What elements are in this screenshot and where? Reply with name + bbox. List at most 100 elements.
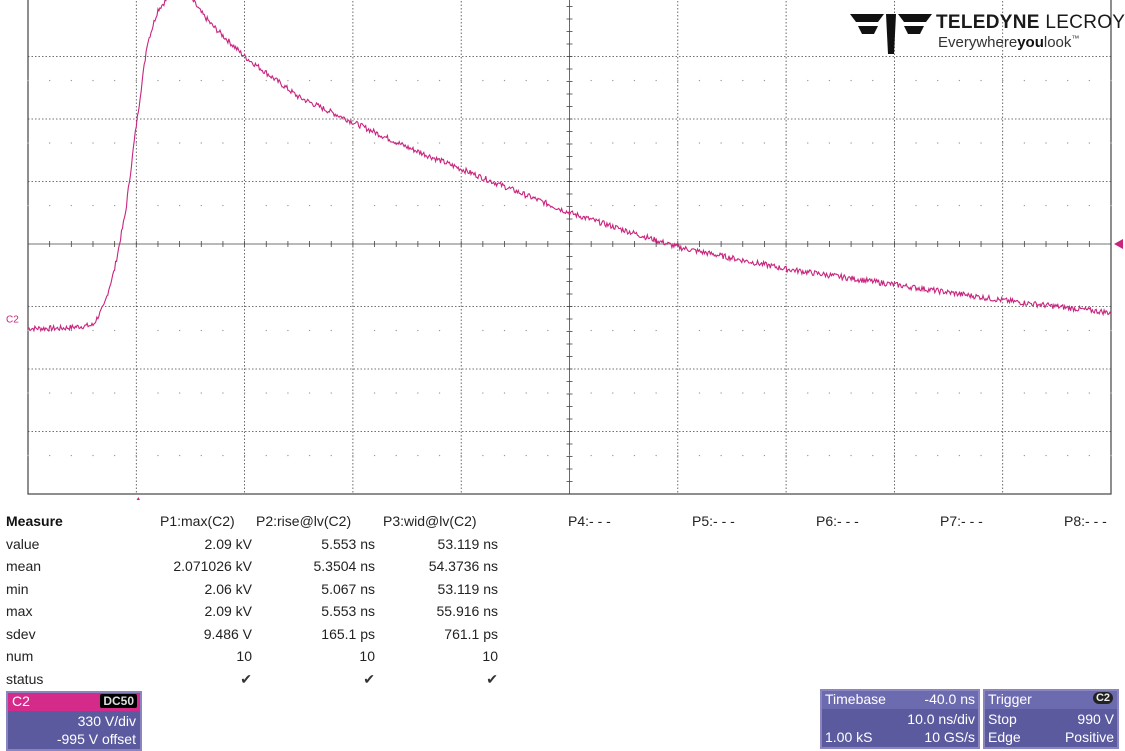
graticule-dot [850,392,852,394]
channel-name: C2 [12,693,30,709]
channel-c2-descriptor[interactable]: C2 DC50 330 V/div -995 V offset [6,691,142,751]
graticule-dot [352,204,354,207]
graticule-dot [1045,329,1047,332]
graticule-dot [698,329,701,332]
graticule-dot [395,204,397,207]
measure-param-p2[interactable]: P2:rise@lv(C2) [256,513,352,529]
graticule-dot [482,392,484,394]
graticule-dot [352,392,354,394]
graticule-dot [1110,329,1112,332]
sample-rate: 10 GS/s [924,729,975,745]
graticule-dot [763,329,766,332]
graticule-dot [1023,142,1026,144]
measure-param-p7[interactable]: P7:- - - [940,513,983,529]
graticule-dot [633,142,636,144]
graticule-dot [807,142,809,144]
graticule-dot [352,142,354,144]
graticule-dot [1023,329,1026,332]
graticule-dot [308,392,311,394]
graticule-dot [785,392,787,394]
graticule-dot [265,142,267,144]
graticule-dot [807,454,809,457]
graticule-dot [395,392,397,394]
measurement-table[interactable]: Measure P1:max(C2) P2:rise@lv(C2) P3:wid@lv… [0,510,1125,690]
graticule-dot [417,204,419,207]
graticule-dot [785,204,787,207]
graticule-dot [373,204,376,207]
graticule-dot [157,454,159,457]
graticule-dot [373,142,376,144]
graticule-dot [763,204,766,207]
measure-p1-max: 2.09 kV [204,603,252,619]
graticule-dot [828,329,831,332]
graticule-dot [330,79,332,82]
graticule-dot [590,142,592,144]
graticule-dot [1088,454,1091,457]
graticule-dot [893,79,896,82]
graticule-dot [828,454,831,457]
graticule-dot [525,392,527,394]
graticule-dot [438,142,441,144]
measure-param-p8[interactable]: P8:- - - [1064,513,1107,529]
graticule-dot [980,142,982,144]
graticule-dot [1002,454,1004,457]
measure-param-p6[interactable]: P6:- - - [816,513,859,529]
graticule-dot [980,329,982,332]
trigger-descriptor[interactable]: Trigger C2 Stop 990 V Edge Positive [983,689,1119,749]
graticule-dot [265,79,267,82]
graticule-dot [828,142,831,144]
graticule-dot [482,142,484,144]
graticule-dot [178,204,181,207]
graticule-dot [157,392,159,394]
graticule-dot [720,454,722,457]
graticule-dot [135,454,137,457]
graticule-dot [70,454,73,457]
graticule-dot [27,79,29,82]
graticule-dot [438,454,441,457]
measure-param-p5[interactable]: P5:- - - [692,513,735,529]
graticule-dot [742,204,744,207]
measure-param-p3[interactable]: P3:wid@lv(C2) [383,513,477,529]
graticule-dot [720,79,722,82]
graticule-dot [1110,204,1112,207]
graticule-dot [1110,142,1112,144]
graticule-dot [287,142,289,144]
graticule-dot [655,79,657,82]
graticule-dot [525,142,527,144]
graticule-dot [330,392,332,394]
graticule-dot [265,392,267,394]
graticule-dot [893,142,896,144]
graticule-dot [503,142,506,144]
measure-row-label-status: status [6,670,44,687]
graticule-dot [503,204,506,207]
graticule-dot [243,79,246,82]
graticule-dot [27,329,29,332]
graticule-dot [807,329,809,332]
graticule-dot [547,142,549,144]
graticule-dot [265,204,267,207]
measure-p1-mean: 2.071026 kV [173,558,252,574]
graticule-dot [395,79,397,82]
measure-param-p4[interactable]: P4:- - - [568,513,611,529]
graticule-dot [503,329,506,332]
timebase-delay: -40.0 ns [924,691,975,707]
graticule-dot [157,142,159,144]
graticule-dot [70,142,73,144]
graticule-dot [417,392,419,394]
graticule-dot [525,329,527,332]
graticule-dot [503,79,506,82]
measure-p3-num: 10 [482,648,498,664]
graticule-dot [568,204,571,207]
graticule-dot [135,204,137,207]
graticule-dot [958,204,961,207]
graticule-dot [850,142,852,144]
measure-param-p1[interactable]: P1:max(C2) [160,513,235,529]
graticule-dot [720,392,722,394]
graticule-dot [742,454,744,457]
teledyne-lecroy-logo: TELEDYNE LECROY Everywhereyoulook™ [848,10,1125,58]
graticule-dot [612,392,614,394]
graticule-dot [785,142,787,144]
graticule-dot [460,142,462,144]
graticule-dot [915,454,917,457]
timebase-descriptor[interactable]: Timebase -40.0 ns 10.0 ns/div 1.00 kS 10… [820,689,980,749]
